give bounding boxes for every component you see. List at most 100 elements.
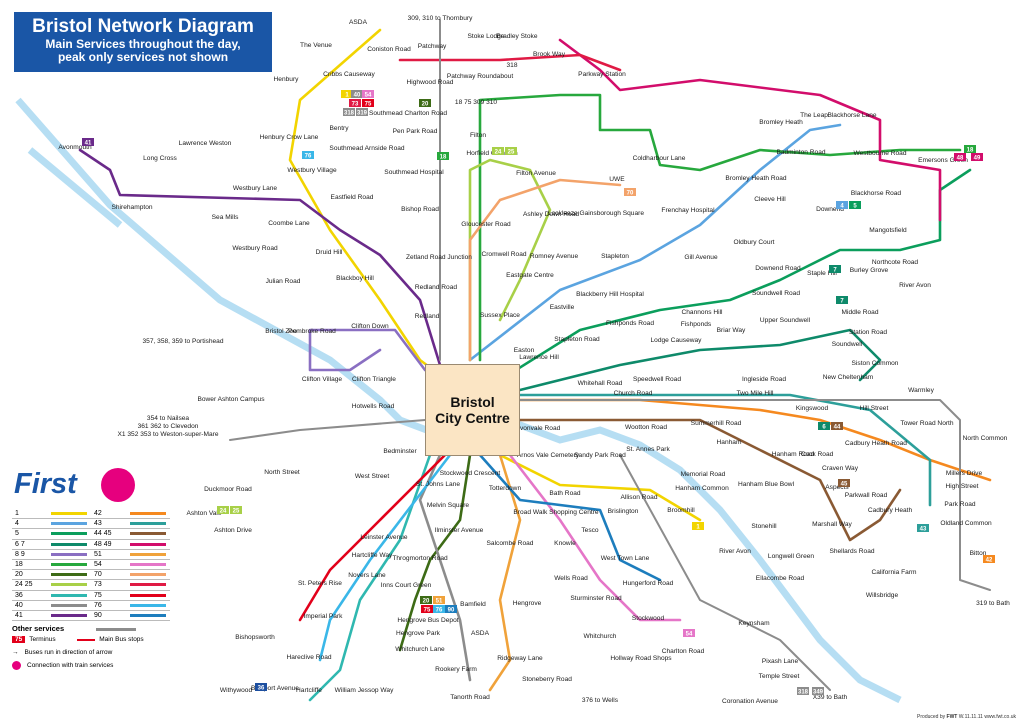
stop-label: Cleeve Hill xyxy=(754,196,786,203)
route-badge-bg xyxy=(983,555,995,563)
route-badge-text: 40 xyxy=(354,93,361,99)
stop-label: River Avon xyxy=(899,282,931,289)
legend-route-number: 75 xyxy=(94,591,102,599)
stop-label: Filton Avenue xyxy=(516,170,556,177)
stop-label: 361 362 to Clevedon xyxy=(138,423,199,430)
stop-label: Hanham Common xyxy=(675,485,729,492)
stop-label: Stapleton xyxy=(601,253,629,260)
route-badge: 20 xyxy=(420,596,432,605)
stop-label: Hanham Road xyxy=(772,451,815,458)
stop-label: Bromley Heath Road xyxy=(725,175,787,182)
legend-row: 8 9 51 xyxy=(12,550,170,560)
stop-label: Cromwell Road xyxy=(481,251,526,258)
legend-cell: 8 9 xyxy=(12,551,91,558)
route-badge: 1 xyxy=(341,90,353,99)
route-badge: 45 xyxy=(838,479,850,488)
stop-label: California Farm xyxy=(871,569,917,576)
stop-label: Hanham xyxy=(717,439,742,446)
stop-label: Craven Way xyxy=(822,465,859,472)
footer-site: www.fwt.co.uk xyxy=(984,714,1016,720)
stop-label: 18 75 309 310 xyxy=(455,99,498,106)
legend-swatch xyxy=(51,512,87,516)
stop-label: Knowle xyxy=(554,540,576,547)
legend-route-number: 24 25 xyxy=(15,581,33,589)
legend-row: 24 25 73 xyxy=(12,580,170,591)
stop-label: Broomhill xyxy=(667,507,695,514)
route-badge-bg xyxy=(505,147,517,155)
legend-cell: 75 xyxy=(91,592,170,599)
route-badge-text: 1 xyxy=(696,525,700,531)
route-75-line xyxy=(298,453,447,622)
route-badge-text: 5 xyxy=(853,204,857,210)
stop-label: Clifton Village xyxy=(302,376,343,383)
terminus-badge: 75 xyxy=(12,636,26,644)
stop-label: Henbury xyxy=(274,76,300,83)
route-badge-bg xyxy=(964,145,976,153)
stop-label: Bradley Stoke xyxy=(496,33,537,40)
stop-label: Church Road xyxy=(614,390,653,397)
stop-label: Stapleton Road xyxy=(554,336,600,343)
legend-swatch xyxy=(130,542,166,546)
stop-label: Mangotsfield xyxy=(869,227,907,234)
route-41-line xyxy=(78,148,442,367)
stop-label: Temple Street xyxy=(759,673,800,680)
route-badge-bg xyxy=(362,90,374,98)
route-badge-text: 319 xyxy=(357,111,368,117)
route-badge: 42 xyxy=(983,555,995,564)
route-2425-line xyxy=(468,158,552,362)
route-legend: 1 42 4 43 5 44 45 6 7 48 49 8 9 51 18 54 20 70 24 25 73… xyxy=(12,509,170,672)
route-badge-bg xyxy=(692,522,704,530)
stop-label: Lockleaze Gainsborough Square xyxy=(548,210,644,217)
legend-route-number: 18 xyxy=(15,561,23,569)
legend-other-services: Other services xyxy=(12,624,170,633)
stop-label: Westbury Road xyxy=(232,245,278,252)
route-4849-line xyxy=(558,38,942,222)
stop-label: Avonvale Road xyxy=(516,425,561,432)
stop-label: North Common xyxy=(963,435,1008,442)
route-badge: 25 xyxy=(230,506,242,515)
route-badge-text: 49 xyxy=(974,156,981,162)
stop-label: Hengrove xyxy=(513,600,542,607)
stop-label: Burley Grove xyxy=(850,267,889,274)
route-badge-bg xyxy=(433,596,445,604)
route-badge-text: 6 xyxy=(822,425,826,431)
legend-swatch xyxy=(130,593,166,597)
legend-cell: 73 xyxy=(91,581,170,588)
route-badge: 25 xyxy=(505,147,517,156)
route-badge: 24 xyxy=(492,147,504,156)
stop-label: Downend Road xyxy=(755,265,801,272)
first-logo-word: First xyxy=(14,468,77,500)
stop-label: Cock Road xyxy=(801,451,834,458)
stop-label: Rookery Farm xyxy=(435,666,477,673)
stop-label: Julian Road xyxy=(266,278,301,285)
stop-label: Hartcliffe Way xyxy=(352,552,393,559)
legend-row: 41 90 xyxy=(12,611,170,622)
stop-label: 309, 310 to Thornbury xyxy=(408,15,473,22)
stop-label: North Street xyxy=(264,469,300,476)
stop-label: West Street xyxy=(355,473,389,480)
legend-row: 20 70 xyxy=(12,570,170,581)
route-badge-text: 349 xyxy=(813,690,824,696)
map-footer: Produced by FWT W.11.11.11 www.fwt.co.uk xyxy=(917,714,1016,720)
legend-swatch xyxy=(130,563,166,567)
stop-label: St. Peters Rise xyxy=(298,580,342,587)
stop-label: Whitchurch Lane xyxy=(395,646,445,653)
stop-label: Withywood xyxy=(220,687,253,694)
stop-label: Ridgeway Lane xyxy=(497,655,543,662)
route-badge-bg xyxy=(419,99,431,107)
stop-label: Blackhorse Road xyxy=(851,190,902,197)
stop-label: Ashley Down Road xyxy=(523,211,579,218)
stop-label: Middle Road xyxy=(841,309,878,316)
route-badge: 73 xyxy=(349,99,361,108)
stop-label: Eastfield Road xyxy=(331,194,374,201)
route-badge: 318 xyxy=(343,108,355,117)
legend-swatch xyxy=(51,573,87,577)
stop-label: 357, 358, 359 to Portishead xyxy=(142,338,223,345)
route-badge-text: 7 xyxy=(833,268,837,274)
route-badge: 51 xyxy=(433,596,445,605)
route-badge-bg xyxy=(351,90,363,98)
route-badge-bg xyxy=(82,138,94,146)
stop-label: Pembroke Road xyxy=(288,328,336,335)
route-badge-text: 25 xyxy=(508,150,515,156)
route-badge-bg xyxy=(433,605,445,613)
